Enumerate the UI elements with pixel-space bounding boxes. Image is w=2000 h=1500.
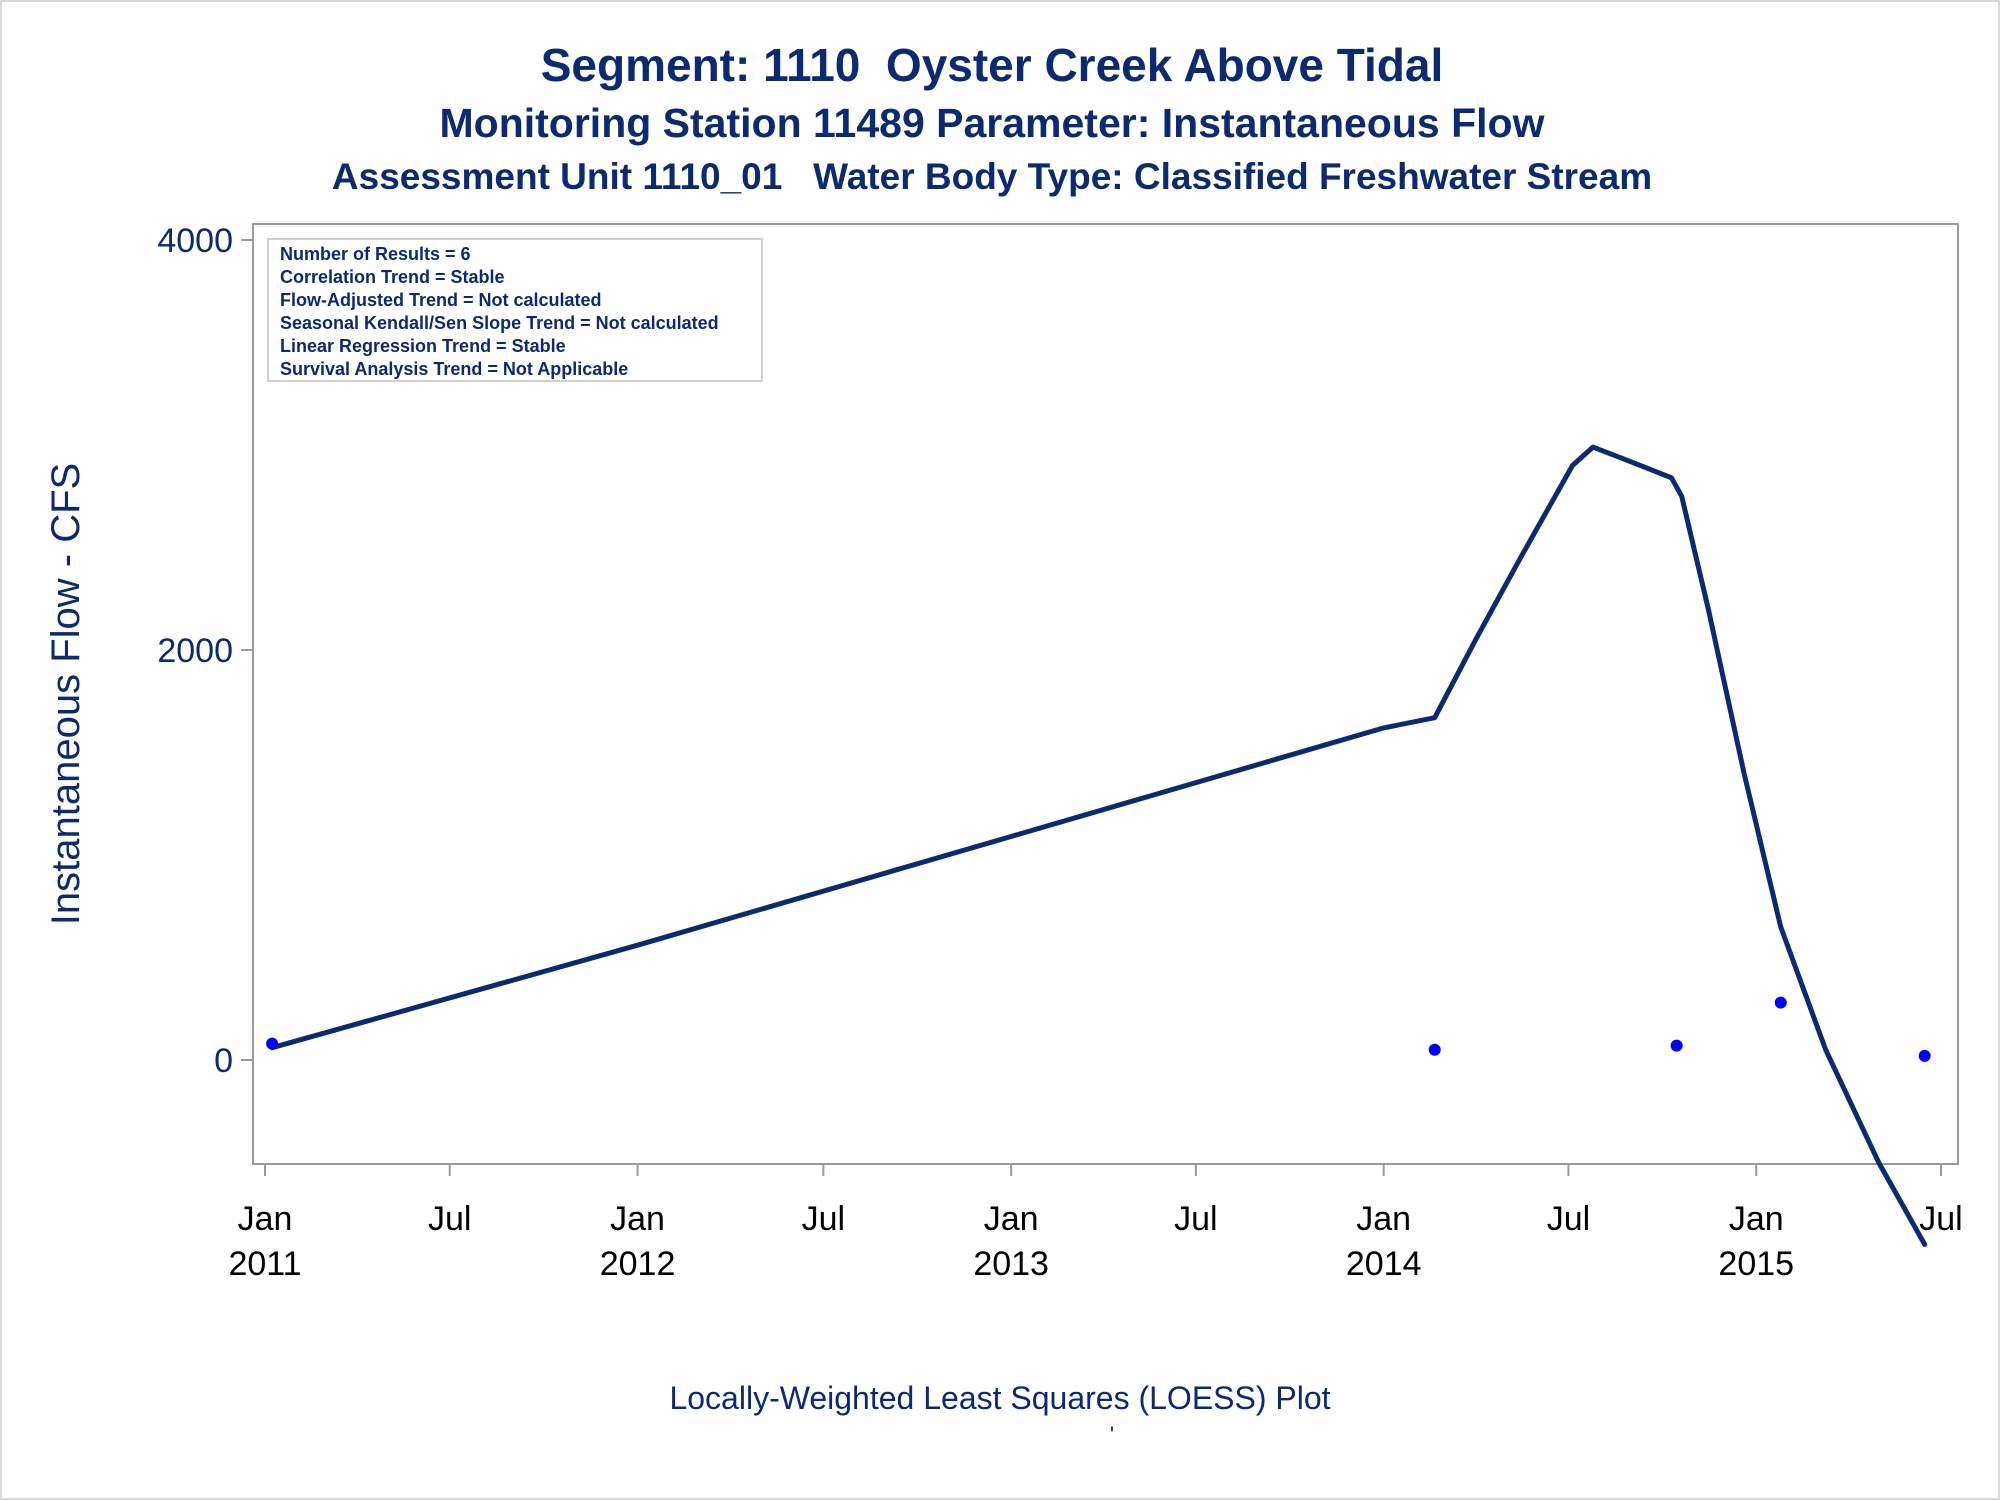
stats-box-border bbox=[267, 238, 763, 382]
x-tick-year-label: 2015 bbox=[1718, 1245, 1794, 1283]
chart-title: Segment: 1110 Oyster Creek Above Tidal bbox=[540, 39, 1444, 91]
data-point bbox=[1428, 1043, 1441, 1056]
x-tick-label: Jul bbox=[1547, 1200, 1590, 1238]
x-tick-year-label: 2011 bbox=[228, 1245, 301, 1283]
data-point bbox=[1774, 996, 1787, 1009]
chart-subtitle: Monitoring Station 11489 Parameter: Inst… bbox=[439, 100, 1545, 146]
stats-line: Number of Results = 6 bbox=[280, 244, 471, 264]
trend-stats-box: Number of Results = 6 Correlation Trend =… bbox=[267, 238, 763, 382]
x-tick-label: Jul bbox=[428, 1200, 471, 1238]
data-point bbox=[266, 1037, 279, 1050]
stats-line: Seasonal Kendall/Sen Slope Trend = Not c… bbox=[280, 313, 719, 333]
x-tick-label: Jan bbox=[984, 1200, 1039, 1238]
x-tick-label: Jan bbox=[1356, 1200, 1411, 1238]
x-tick-label: Jul bbox=[1919, 1200, 1962, 1238]
x-tick-label: Jan bbox=[238, 1200, 293, 1238]
y-tick-label: 2000 bbox=[157, 632, 233, 670]
x-tick-year-label: 2012 bbox=[600, 1245, 676, 1283]
stats-line: Survival Analysis Trend = Not Applicable bbox=[280, 359, 628, 379]
stats-line: Correlation Trend = Stable bbox=[280, 267, 505, 287]
y-axis-label: Instantaneous Flow - CFS bbox=[44, 463, 88, 925]
data-point bbox=[1670, 1039, 1683, 1052]
x-tick-year-label: 2014 bbox=[1346, 1245, 1422, 1283]
plot-area bbox=[252, 223, 1959, 1165]
x-tick-year-label: 2013 bbox=[973, 1245, 1049, 1283]
y-tick-label: 0 bbox=[214, 1042, 233, 1080]
x-tick-label: Jul bbox=[802, 1200, 845, 1238]
y-axis-ticks: 02000400060008000 bbox=[157, 222, 253, 1080]
loess-line-group bbox=[269, 444, 1928, 1247]
y-tick-label: 4000 bbox=[157, 222, 233, 260]
chart-subtitle-2: Assessment Unit 1110_01 Water Body Type:… bbox=[331, 156, 1653, 197]
chart-footnote: ' bbox=[1109, 1422, 1115, 1447]
x-tick-label: Jan bbox=[1729, 1200, 1784, 1238]
stats-line: Flow-Adjusted Trend = Not calculated bbox=[280, 290, 602, 310]
chart-footer: Locally-Weighted Least Squares (LOESS) P… bbox=[669, 1380, 1331, 1416]
x-axis-ticks: Jan 2011 Jul Jan 2012 Jul Jan 2013 Jul Jan 2014 Jul… bbox=[228, 1164, 1963, 1283]
data-points-group bbox=[266, 996, 1931, 1062]
loess-fit-line bbox=[269, 444, 1928, 1247]
x-tick-label: Jan bbox=[610, 1200, 665, 1238]
stats-line: Linear Regression Trend = Stable bbox=[280, 336, 566, 356]
data-point bbox=[1918, 1049, 1931, 1062]
x-tick-label: Jul bbox=[1174, 1200, 1217, 1238]
